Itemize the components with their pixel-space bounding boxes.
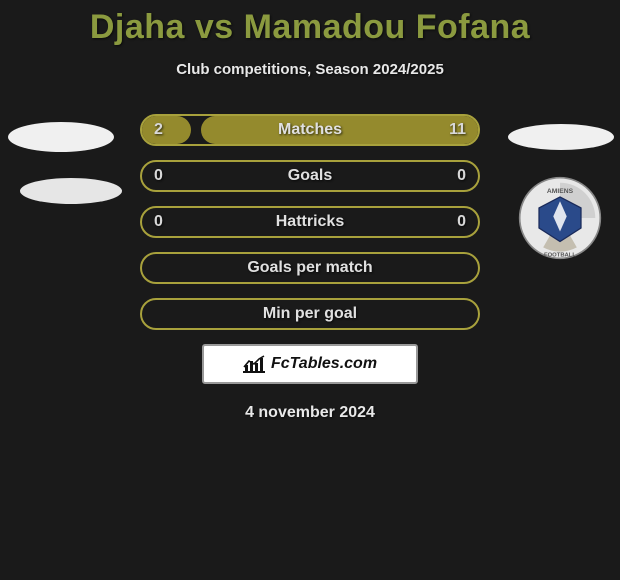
stat-value-right: 0 bbox=[457, 160, 466, 192]
stat-value-left: 0 bbox=[154, 160, 163, 192]
stat-label: Matches bbox=[140, 114, 480, 146]
stat-value-left: 0 bbox=[154, 206, 163, 238]
brand-badge[interactable]: FcTables.com bbox=[202, 344, 418, 384]
page-title: Djaha vs Mamadou Fofana bbox=[0, 0, 620, 47]
stat-row: Hattricks0 0 bbox=[140, 206, 480, 238]
date-caption: 4 november 2024 bbox=[0, 404, 620, 422]
stat-rows: Matches211Goals00Hattricks00Goals per ma… bbox=[0, 114, 620, 330]
comparison-infographic: Djaha vs Mamadou Fofana Club competition… bbox=[0, 0, 620, 580]
stat-label: Hattricks bbox=[140, 206, 480, 238]
stat-value-left: 2 bbox=[154, 114, 163, 146]
stat-row: Min per goal bbox=[140, 298, 480, 330]
stat-label: Goals per match bbox=[140, 252, 480, 284]
stat-value-right: 11 bbox=[449, 114, 466, 146]
subtitle: Club competitions, Season 2024/2025 bbox=[0, 61, 620, 78]
stat-row: Goals0 0 bbox=[140, 160, 480, 192]
stat-label: Goals bbox=[140, 160, 480, 192]
stat-row: Matches2 11 bbox=[140, 114, 480, 146]
brand-name: FcTables.com bbox=[271, 355, 377, 373]
stat-label: Min per goal bbox=[140, 298, 480, 330]
stat-value-right: 0 bbox=[457, 206, 466, 238]
stat-row: Goals per match bbox=[140, 252, 480, 284]
brand-chart-icon bbox=[243, 355, 265, 373]
